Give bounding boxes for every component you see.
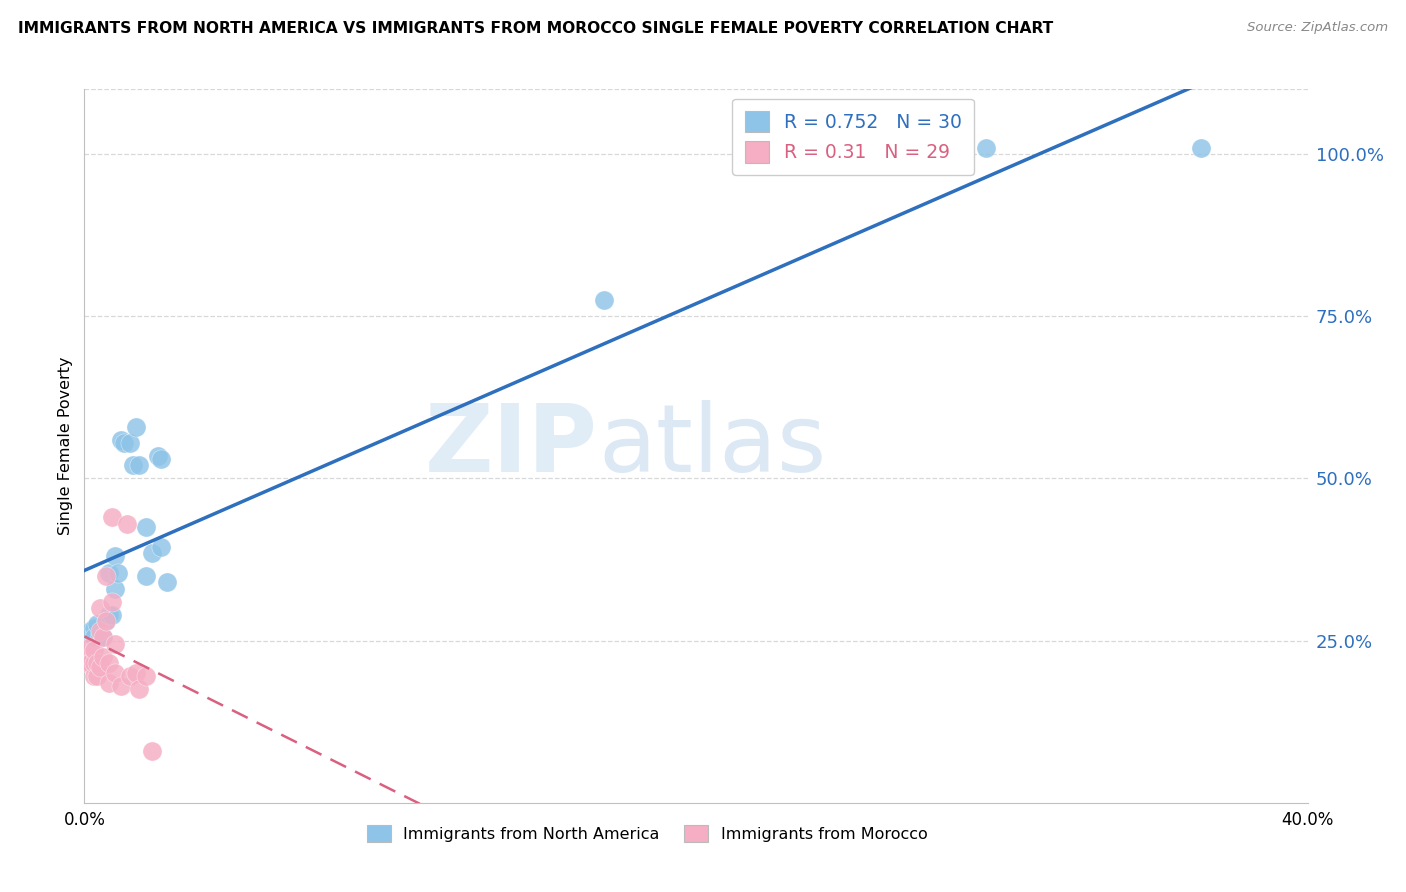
Point (91, 631, 114, 645)
Point (112, 435, 135, 450)
Point (91, 631, 114, 645)
Point (97, 607, 120, 622)
Point (135, 520, 157, 534)
Point (146, 449, 169, 463)
Point (89, 631, 111, 645)
Point (141, 546, 163, 560)
Text: ZIP: ZIP (425, 400, 598, 492)
Point (94, 614, 117, 628)
Point (83, 669, 105, 683)
Point (83, 631, 105, 645)
Point (76, 649, 98, 664)
Point (115, 516, 138, 531)
Point (149, 452, 172, 467)
Point (135, 568, 157, 582)
Text: atlas: atlas (598, 400, 827, 492)
Point (141, 744, 163, 758)
Point (97, 566, 120, 580)
Point (104, 637, 127, 651)
Point (79, 657, 101, 671)
Text: Source: ZipAtlas.com: Source: ZipAtlas.com (1247, 21, 1388, 35)
Point (97, 675, 120, 690)
Point (156, 575, 179, 590)
Point (86, 617, 108, 632)
Point (97, 657, 120, 671)
Point (125, 419, 148, 434)
Point (110, 679, 132, 693)
Point (83, 621, 105, 635)
Legend: Immigrants from North America, Immigrants from Morocco: Immigrants from North America, Immigrant… (360, 819, 934, 848)
Point (149, 540, 172, 554)
Point (91, 649, 114, 664)
Point (107, 566, 129, 580)
Point (94, 568, 117, 582)
Point (104, 666, 127, 681)
Point (122, 458, 145, 473)
Point (89, 624, 111, 638)
Point (128, 682, 150, 697)
Point (89, 659, 111, 673)
Point (86, 657, 108, 671)
Point (76, 657, 98, 671)
Point (79, 624, 101, 638)
Point (83, 657, 105, 671)
Point (135, 669, 157, 683)
Point (94, 614, 117, 628)
Point (101, 607, 124, 622)
Point (110, 433, 132, 447)
Point (101, 595, 124, 609)
Text: IMMIGRANTS FROM NORTH AMERICA VS IMMIGRANTS FROM MOROCCO SINGLE FEMALE POVERTY C: IMMIGRANTS FROM NORTH AMERICA VS IMMIGRA… (18, 21, 1053, 37)
Point (83, 643, 105, 657)
Point (104, 582, 127, 596)
Point (89, 601, 111, 615)
Point (86, 669, 108, 683)
Point (593, 293, 616, 307)
Point (120, 669, 142, 683)
Point (125, 666, 148, 681)
Point (976, 140, 998, 154)
Point (120, 435, 142, 450)
Point (101, 510, 124, 524)
Point (1189, 140, 1212, 154)
Point (104, 549, 127, 564)
Y-axis label: Single Female Poverty: Single Female Poverty (58, 357, 73, 535)
Point (79, 640, 101, 654)
Point (89, 627, 111, 641)
Point (128, 458, 150, 473)
